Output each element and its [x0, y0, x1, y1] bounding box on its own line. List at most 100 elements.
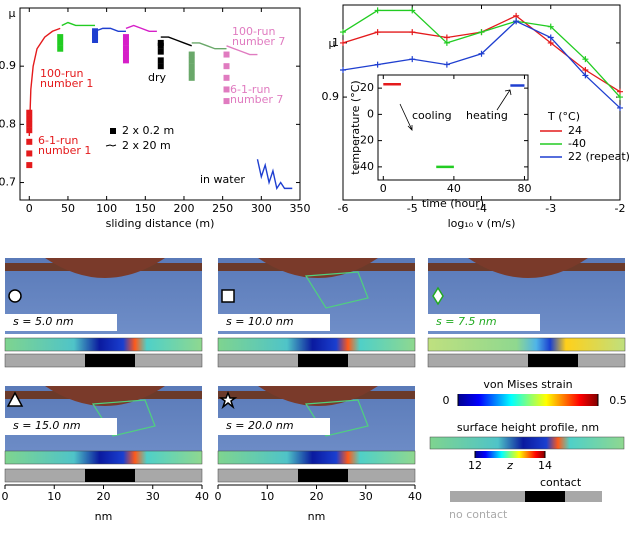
- data-point: [547, 34, 554, 41]
- annotation: 6-1-run: [230, 83, 270, 96]
- x-tick-label: 20: [310, 490, 324, 503]
- y-tick-label: 0.7: [0, 176, 16, 189]
- contact-strip: [427, 353, 626, 368]
- panel-symbol: [218, 390, 238, 410]
- data-point: [122, 45, 129, 52]
- legend-label: 22 (repeat): [568, 150, 630, 163]
- label-box: [5, 314, 117, 331]
- annotation: 6-1-run: [38, 134, 78, 147]
- panel-symbol: [221, 289, 235, 303]
- x-tick-label: -6: [338, 202, 349, 215]
- data-point: [374, 61, 381, 68]
- x-tick-label: 200: [173, 202, 194, 215]
- x-tick-label: 0: [2, 490, 9, 503]
- label-box: [428, 314, 540, 331]
- height-strip: [217, 337, 416, 352]
- panel-label: s = 5.0 nm: [13, 315, 74, 328]
- legend-label: contact: [540, 476, 582, 489]
- y-tick-label: -40: [356, 160, 374, 173]
- data-point: [374, 29, 381, 36]
- y-tick-label: 1: [332, 36, 339, 49]
- x-tick-label: 250: [212, 202, 233, 215]
- series-line: [94, 27, 126, 32]
- x-tick-label: 150: [135, 202, 156, 215]
- data-point: [617, 94, 623, 101]
- colorbar-symbol: z: [506, 459, 513, 472]
- x-tick-label: 40: [195, 490, 209, 503]
- data-point: [547, 23, 554, 30]
- x-tick-label: 80: [517, 182, 531, 195]
- plot-frame: [377, 74, 529, 181]
- data-point: [223, 98, 230, 105]
- y-tick-label: 20: [360, 81, 374, 94]
- contact-region: [528, 354, 578, 367]
- data-point: [340, 29, 346, 36]
- height-strip: [429, 436, 625, 450]
- panel-label: s = 10.0 nm: [226, 315, 294, 328]
- label-box: [218, 418, 330, 435]
- colorbar: [475, 451, 545, 458]
- series-line: [256, 159, 293, 191]
- data-point: [122, 57, 129, 64]
- x-axis-label: sliding distance (m): [106, 217, 215, 230]
- data-point: [513, 18, 520, 25]
- data-point: [122, 51, 129, 58]
- panel-symbol: [432, 286, 444, 306]
- data-point: [57, 45, 64, 52]
- data-point: [617, 104, 623, 111]
- data-point: [582, 67, 589, 73]
- series-line: [226, 45, 258, 56]
- data-point: [157, 39, 164, 46]
- y-axis-label: μ: [329, 37, 336, 50]
- data-point: [188, 74, 195, 81]
- contact-region: [298, 469, 348, 482]
- data-point: [513, 12, 520, 19]
- data-point: [26, 138, 33, 145]
- x-tick-label: 40: [408, 490, 422, 503]
- annotation: in water: [200, 173, 245, 186]
- data-point: [443, 61, 450, 68]
- x-axis-label: time (hour): [422, 197, 484, 210]
- legend-label: -40: [568, 137, 586, 150]
- x-tick-label: 0: [380, 182, 387, 195]
- annotation: number 1: [38, 144, 91, 157]
- x-tick-label: 40: [447, 182, 461, 195]
- data-point: [547, 39, 554, 46]
- annotation: number 7: [230, 93, 283, 106]
- height-strip: [217, 450, 416, 465]
- x-axis-label: log₁₀ v (m/s): [448, 217, 516, 230]
- legend-label: 2 x 0.2 m: [122, 124, 174, 137]
- label-box: [218, 314, 330, 331]
- legend-label: 2 x 20 m: [122, 139, 171, 152]
- data-point: [582, 56, 589, 63]
- data-point: [223, 51, 230, 58]
- data-point: [57, 39, 64, 46]
- panel-label: s = 7.5 nm: [436, 315, 497, 328]
- x-tick-label: 350: [290, 202, 311, 215]
- x-tick-label: 300: [251, 202, 272, 215]
- arrow: [399, 103, 413, 131]
- data-point: [157, 48, 164, 55]
- x-tick-label: 50: [61, 202, 75, 215]
- legend-marker: [110, 128, 116, 134]
- y-tick-label: -20: [356, 134, 374, 147]
- series-line: [160, 36, 192, 47]
- y-tick-label: 0: [367, 107, 374, 120]
- x-tick-label: 10: [47, 490, 61, 503]
- panel-label: s = 20.0 nm: [226, 419, 294, 432]
- x-tick-label: 10: [260, 490, 274, 503]
- data-point: [188, 69, 195, 75]
- annotation: 100-run: [40, 67, 83, 80]
- data-point: [26, 162, 33, 169]
- panel-symbol: [6, 391, 24, 407]
- data-point: [26, 109, 33, 116]
- indenter: [45, 258, 165, 278]
- series-line: [191, 42, 227, 50]
- series-line: [61, 21, 96, 27]
- data-point: [188, 51, 195, 58]
- x-tick-label: 20: [97, 490, 111, 503]
- data-point: [122, 39, 129, 46]
- data-point: [223, 86, 230, 93]
- height-strip: [4, 450, 203, 465]
- indenter: [468, 258, 588, 278]
